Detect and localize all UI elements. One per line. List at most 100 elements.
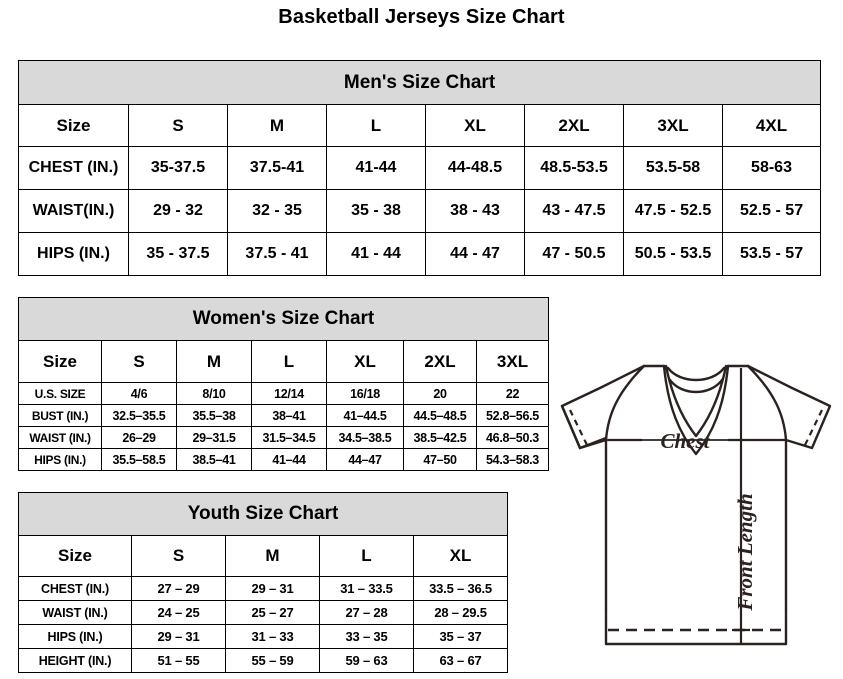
table-row: HIPS (IN.) 35 - 37.5 37.5 - 41 41 - 44 4… bbox=[18, 232, 822, 276]
mens-size-header-label: Size bbox=[18, 104, 129, 147]
youth-height-l: 59 – 63 bbox=[319, 648, 414, 673]
womens-size-2xl: 2XL bbox=[403, 340, 477, 383]
womens-bust-2xl: 44.5–48.5 bbox=[403, 404, 477, 427]
youth-row-label-chest: CHEST (IN.) bbox=[18, 576, 132, 601]
mens-chest-xl: 44-48.5 bbox=[425, 146, 525, 190]
youth-hips-s: 29 – 31 bbox=[131, 624, 226, 649]
womens-us-size-s: 4/6 bbox=[101, 382, 177, 405]
youth-waist-m: 25 – 27 bbox=[225, 600, 320, 625]
mens-size-chart-table: Men's Size Chart Size S M L XL 2XL 3XL 4… bbox=[17, 60, 822, 276]
mens-size-xl: XL bbox=[425, 104, 525, 147]
mens-hips-m: 37.5 - 41 bbox=[227, 232, 327, 276]
womens-hips-l: 41–44 bbox=[251, 448, 327, 471]
youth-size-m: M bbox=[225, 535, 320, 577]
youth-sizes-row: Size S M L XL bbox=[18, 535, 509, 577]
jersey-measurement-diagram: Chest Front Length bbox=[556, 362, 836, 672]
mens-chest-3xl: 53.5-58 bbox=[623, 146, 723, 190]
mens-chest-2xl: 48.5-53.5 bbox=[524, 146, 624, 190]
mens-waist-s: 29 - 32 bbox=[128, 189, 228, 233]
mens-chest-4xl: 58-63 bbox=[721, 146, 822, 190]
youth-height-s: 51 – 55 bbox=[131, 648, 226, 673]
womens-size-chart-table: Women's Size Chart Size S M L XL 2XL 3XL… bbox=[18, 297, 549, 471]
youth-chest-s: 27 – 29 bbox=[131, 576, 226, 601]
mens-hips-s: 35 - 37.5 bbox=[128, 232, 228, 276]
youth-chest-xl: 33.5 – 36.5 bbox=[412, 576, 509, 601]
table-row: U.S. SIZE 4/6 8/10 12/14 16/18 20 22 bbox=[18, 382, 549, 405]
womens-hips-2xl: 47–50 bbox=[403, 448, 477, 471]
mens-hips-xl: 44 - 47 bbox=[425, 232, 525, 276]
mens-waist-2xl: 43 - 47.5 bbox=[524, 189, 624, 233]
youth-size-chart-table: Youth Size Chart Size S M L XL CHEST (IN… bbox=[17, 492, 509, 673]
mens-sizes-row: Size S M L XL 2XL 3XL 4XL bbox=[18, 104, 822, 147]
table-row: HIPS (IN.) 35.5–58.5 38.5–41 41–44 44–47… bbox=[18, 448, 549, 471]
youth-chest-m: 29 – 31 bbox=[225, 576, 320, 601]
womens-size-m: M bbox=[176, 340, 252, 383]
womens-bust-3xl: 52.8–56.5 bbox=[476, 404, 549, 427]
womens-row-label-hips: HIPS (IN.) bbox=[18, 448, 102, 471]
youth-size-header-label: Size bbox=[18, 535, 132, 577]
youth-band-title: Youth Size Chart bbox=[17, 492, 509, 536]
youth-row-label-hips: HIPS (IN.) bbox=[18, 624, 132, 649]
youth-waist-s: 24 – 25 bbox=[131, 600, 226, 625]
youth-size-s: S bbox=[131, 535, 226, 577]
table-row: CHEST (IN.) 35-37.5 37.5-41 41-44 44-48.… bbox=[18, 146, 822, 190]
womens-size-3xl: 3XL bbox=[476, 340, 549, 383]
youth-hips-l: 33 – 35 bbox=[319, 624, 414, 649]
womens-us-size-xl: 16/18 bbox=[326, 382, 404, 405]
youth-chest-l: 31 – 33.5 bbox=[319, 576, 414, 601]
table-row: CHEST (IN.) 27 – 29 29 – 31 31 – 33.5 33… bbox=[18, 576, 509, 601]
womens-size-l: L bbox=[251, 340, 327, 383]
mens-hips-l: 41 - 44 bbox=[326, 232, 426, 276]
mens-waist-xl: 38 - 43 bbox=[425, 189, 525, 233]
womens-hips-3xl: 54.3–58.3 bbox=[476, 448, 549, 471]
front-length-measure-line-icon bbox=[732, 368, 750, 644]
womens-waist-l: 31.5–34.5 bbox=[251, 426, 327, 449]
youth-band-row: Youth Size Chart bbox=[17, 492, 509, 536]
table-row: WAIST (IN.) 26–29 29–31.5 31.5–34.5 34.5… bbox=[18, 426, 549, 449]
mens-waist-4xl: 52.5 - 57 bbox=[721, 189, 822, 233]
front-length-label: Front Length bbox=[733, 493, 757, 611]
youth-waist-l: 27 – 28 bbox=[319, 600, 414, 625]
mens-waist-3xl: 47.5 - 52.5 bbox=[623, 189, 723, 233]
youth-height-xl: 63 – 67 bbox=[412, 648, 509, 673]
mens-hips-3xl: 50.5 - 53.5 bbox=[623, 232, 723, 276]
womens-waist-xl: 34.5–38.5 bbox=[326, 426, 404, 449]
mens-waist-m: 32 - 35 bbox=[227, 189, 327, 233]
womens-sizes-row: Size S M L XL 2XL 3XL bbox=[18, 340, 549, 383]
mens-size-3xl: 3XL bbox=[623, 104, 723, 147]
chest-label: Chest bbox=[660, 429, 710, 453]
mens-chest-l: 41-44 bbox=[326, 146, 426, 190]
mens-size-l: L bbox=[326, 104, 426, 147]
mens-size-s: S bbox=[128, 104, 228, 147]
womens-row-label-bust: BUST (IN.) bbox=[18, 404, 102, 427]
womens-hips-xl: 44–47 bbox=[326, 448, 404, 471]
womens-waist-2xl: 38.5–42.5 bbox=[403, 426, 477, 449]
youth-waist-xl: 28 – 29.5 bbox=[412, 600, 509, 625]
womens-us-size-m: 8/10 bbox=[176, 382, 252, 405]
youth-hips-m: 31 – 33 bbox=[225, 624, 320, 649]
mens-size-2xl: 2XL bbox=[524, 104, 624, 147]
mens-row-label-waist: WAIST(IN.) bbox=[18, 189, 129, 233]
womens-us-size-l: 12/14 bbox=[251, 382, 327, 405]
womens-row-label-us-size: U.S. SIZE bbox=[18, 382, 102, 405]
youth-size-l: L bbox=[319, 535, 414, 577]
womens-bust-xl: 41–44.5 bbox=[326, 404, 404, 427]
womens-us-size-3xl: 22 bbox=[476, 382, 549, 405]
womens-bust-l: 38–41 bbox=[251, 404, 327, 427]
womens-row-label-waist: WAIST (IN.) bbox=[18, 426, 102, 449]
womens-waist-m: 29–31.5 bbox=[176, 426, 252, 449]
mens-chest-s: 35-37.5 bbox=[128, 146, 228, 190]
table-row: HEIGHT (IN.) 51 – 55 55 – 59 59 – 63 63 … bbox=[18, 648, 509, 673]
womens-bust-s: 32.5–35.5 bbox=[101, 404, 177, 427]
jersey-outline-icon bbox=[560, 364, 832, 646]
youth-size-xl: XL bbox=[412, 535, 509, 577]
youth-hips-xl: 35 – 37 bbox=[412, 624, 509, 649]
mens-band-row: Men's Size Chart bbox=[17, 60, 822, 105]
table-row: HIPS (IN.) 29 – 31 31 – 33 33 – 35 35 – … bbox=[18, 624, 509, 649]
womens-hips-s: 35.5–58.5 bbox=[101, 448, 177, 471]
womens-bust-m: 35.5–38 bbox=[176, 404, 252, 427]
womens-size-xl: XL bbox=[326, 340, 404, 383]
womens-waist-3xl: 46.8–50.3 bbox=[476, 426, 549, 449]
youth-height-m: 55 – 59 bbox=[225, 648, 320, 673]
mens-size-4xl: 4XL bbox=[721, 104, 822, 147]
